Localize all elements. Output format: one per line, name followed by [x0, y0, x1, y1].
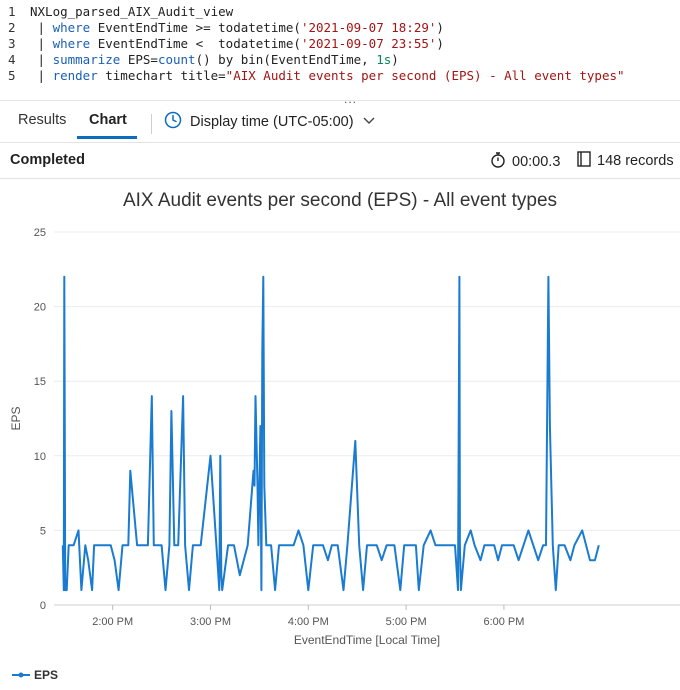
display-time-dropdown[interactable]: Display time (UTC-05:00) — [164, 110, 376, 134]
code-text: | summarize EPS=count() by bin(EventEndT… — [30, 52, 399, 68]
code-text: NXLog_parsed_AIX_Audit_view — [30, 4, 233, 20]
result-tabs: Results Chart Display time (UTC-05:00) — [0, 104, 680, 142]
status-divider — [0, 178, 680, 179]
elapsed-time: 00:00.3 — [490, 151, 560, 172]
y-tick-label: 0 — [40, 600, 46, 612]
x-axis-label: EventEndTime [Local Time] — [294, 633, 440, 647]
code-token: where — [52, 36, 91, 51]
code-token: '2021-09-07 18:29' — [300, 20, 437, 35]
editor-more-indicator[interactable]: ... — [344, 92, 358, 106]
code-token: () by bin(EventEndTime, — [195, 52, 377, 67]
editor-divider — [0, 100, 680, 101]
records-value: 148 records — [597, 153, 674, 169]
x-tick-label: 6:00 PM — [483, 616, 524, 628]
code-token: where — [52, 20, 91, 35]
y-tick-label: 25 — [34, 227, 46, 239]
x-tick-label: 4:00 PM — [288, 616, 329, 628]
status-text: Completed — [10, 152, 85, 168]
records-icon — [577, 151, 591, 171]
tab-active-indicator — [77, 136, 137, 139]
x-tick-label: 3:00 PM — [190, 616, 231, 628]
code-token: | — [30, 36, 53, 51]
tab-results[interactable]: Results — [18, 112, 67, 128]
query-editor[interactable]: 1 NXLog_parsed_AIX_Audit_view 2 | where Ev… — [0, 0, 680, 100]
x-tick-label: 5:00 PM — [386, 616, 427, 628]
code-token: ) — [436, 20, 444, 35]
elapsed-value: 00:00.3 — [512, 153, 561, 170]
code-token: EPS= — [120, 52, 158, 67]
code-token: | — [30, 68, 53, 83]
code-text: | render timechart title="AIX Audit even… — [30, 68, 625, 84]
chart-title: AIX Audit events per second (EPS) - All … — [123, 190, 557, 211]
chevron-down-icon — [362, 113, 376, 131]
tabs-divider — [0, 142, 680, 143]
code-token: EventEndTime >= todatetime( — [90, 20, 301, 35]
line-number: 3 — [8, 36, 16, 51]
y-axis-label: EPS — [9, 406, 23, 430]
legend-marker — [18, 672, 24, 678]
code-token: | — [30, 20, 53, 35]
line-number: 4 — [8, 52, 16, 67]
record-count: 148 records — [577, 151, 674, 171]
code-text: | where EventEndTime >= todatetime('2021… — [30, 20, 444, 36]
stopwatch-icon — [490, 151, 506, 172]
code-token: 1s — [376, 52, 392, 67]
line-number: 1 — [8, 4, 16, 19]
code-token: timechart title= — [97, 68, 226, 83]
status-bar: Completed 00:00.3 148 records — [0, 144, 680, 178]
line-number: 2 — [8, 20, 16, 35]
tab-chart[interactable]: Chart — [89, 112, 127, 128]
code-token: summarize — [52, 52, 121, 67]
code-token: count — [157, 52, 196, 67]
legend-label: EPS — [34, 668, 58, 682]
eps-timechart: AIX Audit events per second (EPS) - All … — [9, 190, 680, 682]
y-tick-label: 15 — [34, 376, 46, 388]
code-token: ) — [436, 36, 444, 51]
code-token: NXLog_parsed_AIX_Audit_view — [30, 4, 234, 19]
display-time-label: Display time (UTC-05:00) — [190, 114, 354, 130]
clock-icon — [164, 111, 182, 133]
code-token: EventEndTime < todatetime( — [90, 36, 301, 51]
y-tick-label: 5 — [40, 525, 46, 537]
line-number: 5 — [8, 68, 16, 83]
tab-separator — [151, 114, 152, 134]
code-token: ) — [391, 52, 399, 67]
x-tick-label: 2:00 PM — [92, 616, 133, 628]
code-token: | — [30, 52, 53, 67]
y-tick-label: 20 — [34, 302, 46, 314]
series-line-eps — [61, 275, 600, 592]
code-token: render — [52, 68, 98, 83]
code-token: "AIX Audit events per second (EPS) - All… — [225, 68, 625, 83]
code-token: '2021-09-07 23:55' — [300, 36, 437, 51]
y-tick-label: 10 — [34, 451, 46, 463]
code-text: | where EventEndTime < todatetime('2021-… — [30, 36, 444, 52]
